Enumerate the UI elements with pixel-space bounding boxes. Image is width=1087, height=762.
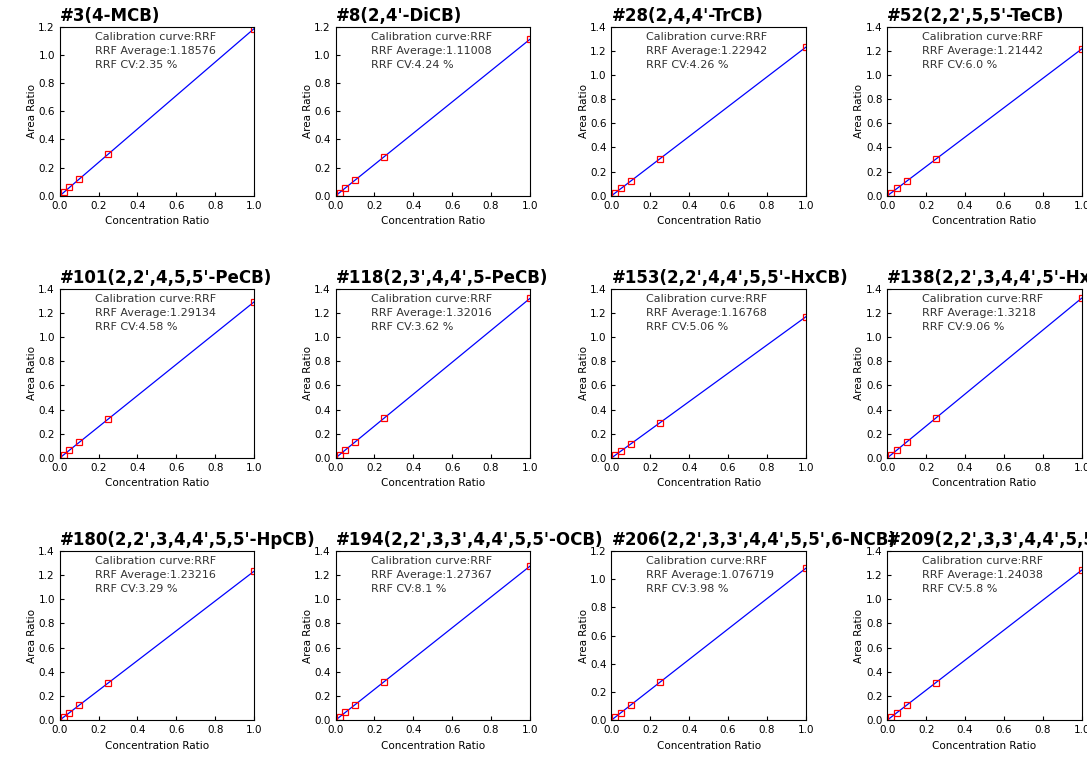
- X-axis label: Concentration Ratio: Concentration Ratio: [104, 741, 209, 751]
- X-axis label: Concentration Ratio: Concentration Ratio: [104, 216, 209, 226]
- X-axis label: Concentration Ratio: Concentration Ratio: [380, 216, 485, 226]
- Text: #180(2,2',3,4,4',5,5'-HpCB): #180(2,2',3,4,4',5,5'-HpCB): [60, 531, 315, 549]
- X-axis label: Concentration Ratio: Concentration Ratio: [380, 741, 485, 751]
- X-axis label: Concentration Ratio: Concentration Ratio: [657, 741, 761, 751]
- Text: Calibration curve:RRF
RRF Average:1.22942
RRF CV:4.26 %: Calibration curve:RRF RRF Average:1.2294…: [647, 32, 767, 70]
- Text: #3(4-MCB): #3(4-MCB): [60, 7, 160, 25]
- Y-axis label: Area Ratio: Area Ratio: [27, 609, 37, 662]
- Text: Calibration curve:RRF
RRF Average:1.18576
RRF CV:2.35 %: Calibration curve:RRF RRF Average:1.1857…: [95, 32, 216, 70]
- X-axis label: Concentration Ratio: Concentration Ratio: [657, 479, 761, 488]
- Text: Calibration curve:RRF
RRF Average:1.24038
RRF CV:5.8 %: Calibration curve:RRF RRF Average:1.2403…: [922, 556, 1044, 594]
- Y-axis label: Area Ratio: Area Ratio: [578, 85, 588, 138]
- Y-axis label: Area Ratio: Area Ratio: [854, 85, 864, 138]
- Text: #209(2,2',3,3',4,4',5,5',6,6'-DeCB): #209(2,2',3,3',4,4',5,5',6,6'-DeCB): [887, 531, 1087, 549]
- Text: #138(2,2',3,4,4',5'-HxCB): #138(2,2',3,4,4',5'-HxCB): [887, 269, 1087, 287]
- Text: #8(2,4'-DiCB): #8(2,4'-DiCB): [336, 7, 462, 25]
- X-axis label: Concentration Ratio: Concentration Ratio: [933, 741, 1037, 751]
- Y-axis label: Area Ratio: Area Ratio: [27, 85, 37, 138]
- Text: Calibration curve:RRF
RRF Average:1.16768
RRF CV:5.06 %: Calibration curve:RRF RRF Average:1.1676…: [647, 294, 767, 332]
- Y-axis label: Area Ratio: Area Ratio: [303, 85, 313, 138]
- Text: Calibration curve:RRF
RRF Average:1.23216
RRF CV:3.29 %: Calibration curve:RRF RRF Average:1.2321…: [95, 556, 216, 594]
- X-axis label: Concentration Ratio: Concentration Ratio: [933, 216, 1037, 226]
- Y-axis label: Area Ratio: Area Ratio: [27, 347, 37, 400]
- Y-axis label: Area Ratio: Area Ratio: [303, 609, 313, 662]
- Text: Calibration curve:RRF
RRF Average:1.3218
RRF CV:9.06 %: Calibration curve:RRF RRF Average:1.3218…: [922, 294, 1044, 332]
- Text: #206(2,2',3,3',4,4',5,5',6-NCB): #206(2,2',3,3',4,4',5,5',6-NCB): [612, 531, 897, 549]
- Text: #101(2,2',4,5,5'-PeCB): #101(2,2',4,5,5'-PeCB): [60, 269, 272, 287]
- Text: Calibration curve:RRF
RRF Average:1.27367
RRF CV:8.1 %: Calibration curve:RRF RRF Average:1.2736…: [371, 556, 491, 594]
- X-axis label: Concentration Ratio: Concentration Ratio: [933, 479, 1037, 488]
- Text: #28(2,4,4'-TrCB): #28(2,4,4'-TrCB): [612, 7, 763, 25]
- Text: #52(2,2',5,5'-TeCB): #52(2,2',5,5'-TeCB): [887, 7, 1064, 25]
- Text: #194(2,2',3,3',4,4',5,5'-OCB): #194(2,2',3,3',4,4',5,5'-OCB): [336, 531, 603, 549]
- Y-axis label: Area Ratio: Area Ratio: [578, 347, 588, 400]
- X-axis label: Concentration Ratio: Concentration Ratio: [380, 479, 485, 488]
- Y-axis label: Area Ratio: Area Ratio: [854, 347, 864, 400]
- Y-axis label: Area Ratio: Area Ratio: [578, 609, 588, 662]
- X-axis label: Concentration Ratio: Concentration Ratio: [657, 216, 761, 226]
- Text: #118(2,3',4,4',5-PeCB): #118(2,3',4,4',5-PeCB): [336, 269, 548, 287]
- Y-axis label: Area Ratio: Area Ratio: [854, 609, 864, 662]
- Text: Calibration curve:RRF
RRF Average:1.11008
RRF CV:4.24 %: Calibration curve:RRF RRF Average:1.1100…: [371, 32, 491, 70]
- Text: Calibration curve:RRF
RRF Average:1.21442
RRF CV:6.0 %: Calibration curve:RRF RRF Average:1.2144…: [922, 32, 1044, 70]
- Text: Calibration curve:RRF
RRF Average:1.29134
RRF CV:4.58 %: Calibration curve:RRF RRF Average:1.2913…: [95, 294, 216, 332]
- Text: Calibration curve:RRF
RRF Average:1.32016
RRF CV:3.62 %: Calibration curve:RRF RRF Average:1.3201…: [371, 294, 491, 332]
- X-axis label: Concentration Ratio: Concentration Ratio: [104, 479, 209, 488]
- Text: Calibration curve:RRF
RRF Average:1.076719
RRF CV:3.98 %: Calibration curve:RRF RRF Average:1.0767…: [647, 556, 774, 594]
- Text: #153(2,2',4,4',5,5'-HxCB): #153(2,2',4,4',5,5'-HxCB): [612, 269, 848, 287]
- Y-axis label: Area Ratio: Area Ratio: [303, 347, 313, 400]
